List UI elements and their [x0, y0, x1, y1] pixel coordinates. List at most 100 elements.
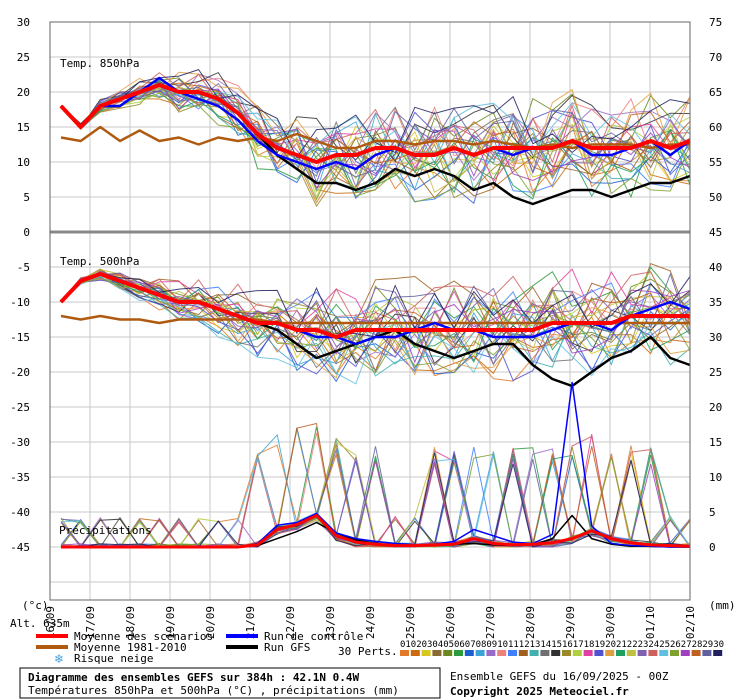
left-tick-label: -40 [10, 506, 30, 519]
pert-legend-label: 23 [638, 640, 649, 650]
pert-legend-swatch [648, 650, 658, 656]
right-tick-label: 70 [709, 51, 722, 64]
pert-legend-label: 28 [692, 640, 703, 650]
pert-legend-label: 08 [476, 640, 487, 650]
right-tick-label: 60 [709, 121, 722, 134]
legend-snow-label: Risque neige [74, 652, 153, 665]
t850-mean-line [59, 83, 691, 164]
x-tick-label: 16/09 [44, 606, 57, 639]
right-tick-label: 50 [709, 191, 722, 204]
left-tick-label: -45 [10, 541, 30, 554]
x-tick-label: 26/09 [444, 606, 457, 639]
x-tick-label: 27/09 [484, 606, 497, 639]
pert-legend-label: 03 [422, 640, 433, 650]
x-tick-label: 22/09 [284, 606, 297, 639]
left-tick-label: 25 [17, 51, 30, 64]
pert-legend-label: 10 [497, 640, 508, 650]
x-tick-label: 23/09 [324, 606, 337, 639]
pert-legend-swatch [443, 650, 453, 656]
pert-legend-label: 02 [411, 640, 422, 650]
legend-gfs-label: Run GFS [264, 641, 310, 654]
t500-perturbation-line [60, 278, 691, 367]
precip-panel-label: Précipitations [59, 524, 152, 537]
pert-legend-swatch [508, 650, 517, 656]
pert-legend-swatch [659, 650, 669, 656]
right-tick-label: 25 [709, 366, 722, 379]
x-tick-label: 17/09 [84, 606, 97, 639]
pert-legend-label: 11 [508, 640, 519, 650]
footer-box [19, 667, 441, 699]
pert-legend-label: 14 [540, 640, 551, 650]
right-tick-label: 5 [709, 506, 716, 519]
pert-legend-swatch [432, 650, 442, 656]
x-tick-label: 25/09 [404, 606, 417, 639]
pert-legend-swatch [594, 650, 604, 656]
x-tick-label: 21/09 [244, 606, 257, 639]
footer-title: Diagramme des ensembles GEFS sur 384h : … [28, 671, 360, 684]
x-tick-label: 01/10 [644, 606, 657, 639]
pert-legend-swatch [464, 650, 474, 656]
snowflake-icon: ❄ [54, 652, 64, 666]
pert-legend-label: 18 [584, 640, 595, 650]
pert-legend-swatch [486, 650, 496, 656]
pert-legend-label: 25 [659, 640, 670, 650]
footer-copyright: Copyright 2025 Meteociel.fr [450, 685, 629, 698]
pert-legend-label: 29 [702, 640, 713, 650]
t500-perturbation-line [60, 277, 691, 374]
x-tick-label: 24/09 [364, 606, 377, 639]
pert-legend-swatch [637, 650, 647, 656]
x-tick-label: 18/09 [124, 606, 137, 639]
right-unit-label: (mm) [709, 599, 736, 612]
pert-legend-swatch [529, 650, 539, 656]
pert-legend-swatch [616, 650, 625, 656]
legend-clim-label: Moyenne 1981-2010 [74, 641, 187, 654]
pert-legend-swatch [540, 650, 550, 656]
pert-legend-swatch [497, 650, 507, 656]
pert-legend-label: 13 [530, 640, 541, 650]
left-tick-label: 10 [17, 156, 30, 169]
right-tick-label: 35 [709, 296, 722, 309]
pert-legend-label: 24 [648, 640, 659, 650]
right-tick-label: 15 [709, 436, 722, 449]
pert-legend-label: 12 [519, 640, 530, 650]
pert-legend-swatch [475, 650, 485, 656]
pert-legend-label: 22 [627, 640, 638, 650]
left-tick-label: 5 [23, 191, 30, 204]
pert-legend-label: 26 [670, 640, 681, 650]
pert-legend-swatch [583, 650, 593, 656]
pert-legend-label: 20 [605, 640, 616, 650]
x-tick-label: 30/09 [604, 606, 617, 639]
pert-legend-label: 05 [443, 640, 454, 650]
pert-legend-swatch [400, 650, 409, 656]
t500-perturbation-line [60, 271, 691, 335]
pert-legend-swatch [626, 650, 636, 656]
t850-perturbation-line [60, 84, 691, 184]
pert-legend-swatch [551, 650, 561, 656]
legend-perts-label: 30 Perts. [338, 645, 398, 658]
t850-perturbation-line [60, 80, 691, 200]
pert-legend-label: 04 [432, 640, 443, 650]
pert-legend-swatch [680, 650, 690, 656]
left-tick-label: -30 [10, 436, 30, 449]
pert-legend-label: 30 [713, 640, 724, 650]
x-tick-label: 28/09 [524, 606, 537, 639]
pert-legend-swatch [605, 650, 615, 656]
legend-mean-label: Moyenne des scénarios [74, 630, 213, 643]
footer-subtitle: Températures 850hPa et 500hPa (°C) , pré… [28, 684, 399, 697]
t500-mean-line [59, 272, 690, 339]
pert-legend-swatch [670, 650, 679, 656]
left-tick-label: 30 [17, 16, 30, 29]
pert-legend-label: 01 [400, 640, 411, 650]
left-tick-label: -5 [17, 261, 30, 274]
pert-legend-swatch [572, 650, 582, 656]
pert-legend-label: 19 [594, 640, 605, 650]
left-unit-label: (°c) [22, 599, 49, 612]
pert-legend-label: 15 [551, 640, 562, 650]
left-tick-label: -20 [10, 366, 30, 379]
left-tick-label: 0 [23, 226, 30, 239]
right-tick-label: 65 [709, 86, 722, 99]
x-tick-label: 20/09 [204, 606, 217, 639]
left-tick-label: -35 [10, 471, 30, 484]
pert-legend-label: 06 [454, 640, 465, 650]
